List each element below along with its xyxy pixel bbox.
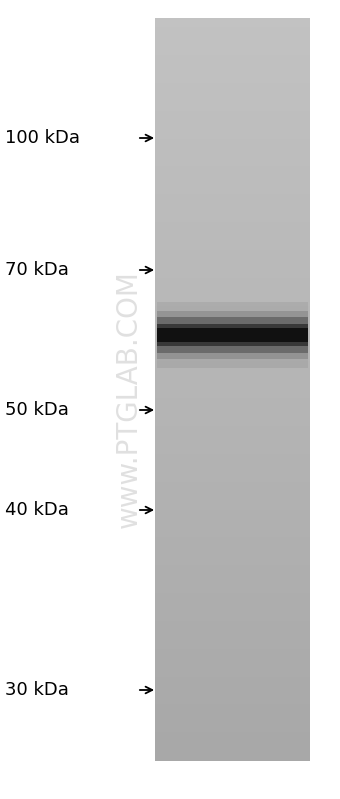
- Bar: [155, 519, 310, 529]
- Bar: [155, 593, 310, 603]
- Bar: [155, 695, 310, 706]
- Bar: [155, 407, 310, 418]
- Bar: [155, 120, 310, 130]
- Text: 100 kDa: 100 kDa: [5, 129, 80, 147]
- Bar: [155, 482, 310, 492]
- Bar: [155, 686, 310, 696]
- Bar: [155, 148, 310, 158]
- Bar: [155, 705, 310, 714]
- Bar: [155, 296, 310, 307]
- Bar: [155, 398, 310, 408]
- Bar: [155, 565, 310, 575]
- Bar: [155, 129, 310, 140]
- Bar: [155, 538, 310, 547]
- Text: 50 kDa: 50 kDa: [5, 401, 69, 419]
- Bar: [155, 380, 310, 390]
- Bar: [155, 111, 310, 121]
- Bar: [155, 426, 310, 436]
- Bar: [155, 361, 310, 372]
- Bar: [155, 157, 310, 168]
- Bar: [155, 463, 310, 474]
- Bar: [155, 510, 310, 520]
- Bar: [155, 491, 310, 501]
- Bar: [155, 324, 310, 334]
- Bar: [155, 176, 310, 186]
- Bar: [155, 723, 310, 733]
- Bar: [155, 194, 310, 205]
- Bar: [155, 74, 310, 84]
- Bar: [155, 741, 310, 752]
- Bar: [155, 18, 310, 28]
- Bar: [155, 240, 310, 251]
- Bar: [155, 305, 310, 316]
- Bar: [155, 417, 310, 427]
- Bar: [155, 213, 310, 223]
- Bar: [155, 445, 310, 455]
- Text: www.PTGLAB.COM: www.PTGLAB.COM: [115, 271, 143, 528]
- Bar: [155, 166, 310, 177]
- Bar: [155, 287, 310, 297]
- Bar: [155, 222, 310, 233]
- Bar: [155, 611, 310, 622]
- Bar: [155, 343, 310, 353]
- Bar: [155, 138, 310, 149]
- Bar: [155, 352, 310, 362]
- Bar: [155, 454, 310, 464]
- Bar: [155, 556, 310, 566]
- Bar: [155, 232, 310, 241]
- Bar: [155, 268, 310, 279]
- Bar: [155, 278, 310, 288]
- Bar: [155, 528, 310, 539]
- Bar: [155, 37, 310, 47]
- Bar: [155, 259, 310, 269]
- Bar: [157, 317, 308, 352]
- Bar: [155, 315, 310, 325]
- Bar: [155, 621, 310, 631]
- Bar: [155, 333, 310, 344]
- Bar: [155, 389, 310, 400]
- Bar: [155, 649, 310, 659]
- Bar: [155, 204, 310, 214]
- Bar: [155, 547, 310, 557]
- Bar: [155, 639, 310, 650]
- Bar: [155, 55, 310, 66]
- Bar: [155, 630, 310, 641]
- Bar: [155, 667, 310, 678]
- Bar: [155, 574, 310, 585]
- Bar: [155, 371, 310, 381]
- Bar: [155, 500, 310, 511]
- Bar: [155, 751, 310, 761]
- Bar: [155, 435, 310, 446]
- Bar: [155, 658, 310, 668]
- Bar: [157, 324, 308, 346]
- Bar: [155, 92, 310, 102]
- Bar: [155, 27, 310, 38]
- Bar: [157, 302, 308, 368]
- Bar: [155, 250, 310, 260]
- Bar: [155, 714, 310, 724]
- Bar: [155, 677, 310, 687]
- Bar: [155, 185, 310, 195]
- Bar: [155, 602, 310, 613]
- Text: 70 kDa: 70 kDa: [5, 261, 69, 279]
- Bar: [155, 65, 310, 74]
- Bar: [155, 584, 310, 594]
- Text: 40 kDa: 40 kDa: [5, 501, 69, 519]
- Bar: [157, 311, 308, 360]
- Bar: [155, 46, 310, 56]
- Bar: [157, 328, 308, 342]
- Bar: [155, 472, 310, 483]
- Bar: [155, 732, 310, 742]
- Bar: [155, 101, 310, 112]
- Bar: [155, 83, 310, 93]
- Text: 30 kDa: 30 kDa: [5, 681, 69, 699]
